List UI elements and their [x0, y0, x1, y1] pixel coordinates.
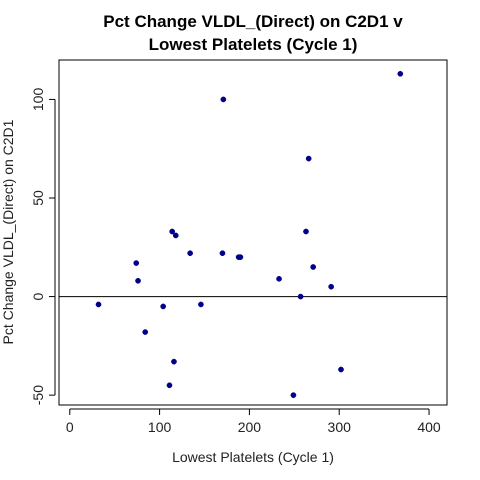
data-point [142, 329, 149, 335]
data-point [171, 358, 177, 365]
data-point [310, 264, 317, 270]
y-tick-label: 0 [30, 292, 46, 300]
data-points [95, 70, 404, 398]
data-point [276, 275, 282, 282]
data-point [219, 250, 226, 257]
x-tick-label: 100 [148, 419, 172, 435]
y-axis-label: Pct Change VLDL_(Direct) on C2D1 [0, 119, 16, 344]
data-point [160, 303, 167, 310]
x-axis-label: Lowest Platelets (Cycle 1) [172, 449, 334, 465]
data-point [95, 301, 102, 308]
data-point [166, 382, 173, 389]
y-axis: -50 0 50 100 [30, 88, 56, 405]
data-point [133, 260, 140, 266]
x-tick-label: 0 [66, 419, 74, 435]
data-point [237, 254, 244, 260]
data-point [305, 155, 312, 162]
chart-title-line-2: Lowest Platelets (Cycle 1) [149, 35, 358, 54]
data-point [220, 96, 227, 103]
x-tick-label: 300 [328, 419, 352, 435]
data-point [338, 366, 344, 373]
y-tick-label: 50 [30, 190, 46, 206]
y-tick-label: -50 [30, 385, 46, 405]
x-tick-label: 200 [238, 419, 262, 435]
data-point [297, 293, 304, 300]
data-point [169, 228, 176, 235]
data-point [135, 277, 141, 284]
x-tick-label: 400 [417, 419, 441, 435]
data-point [290, 392, 297, 398]
data-point [187, 250, 193, 257]
x-axis: 0 100 200 300 400 [66, 408, 441, 435]
data-point [328, 283, 334, 290]
data-point [303, 228, 309, 235]
plot-frame [58, 59, 448, 406]
data-point [198, 301, 204, 308]
data-point [172, 232, 179, 239]
chart-title-line-1: Pct Change VLDL_(Direct) on C2D1 v [103, 12, 403, 31]
data-point [397, 70, 404, 77]
y-tick-label: 100 [30, 88, 46, 112]
